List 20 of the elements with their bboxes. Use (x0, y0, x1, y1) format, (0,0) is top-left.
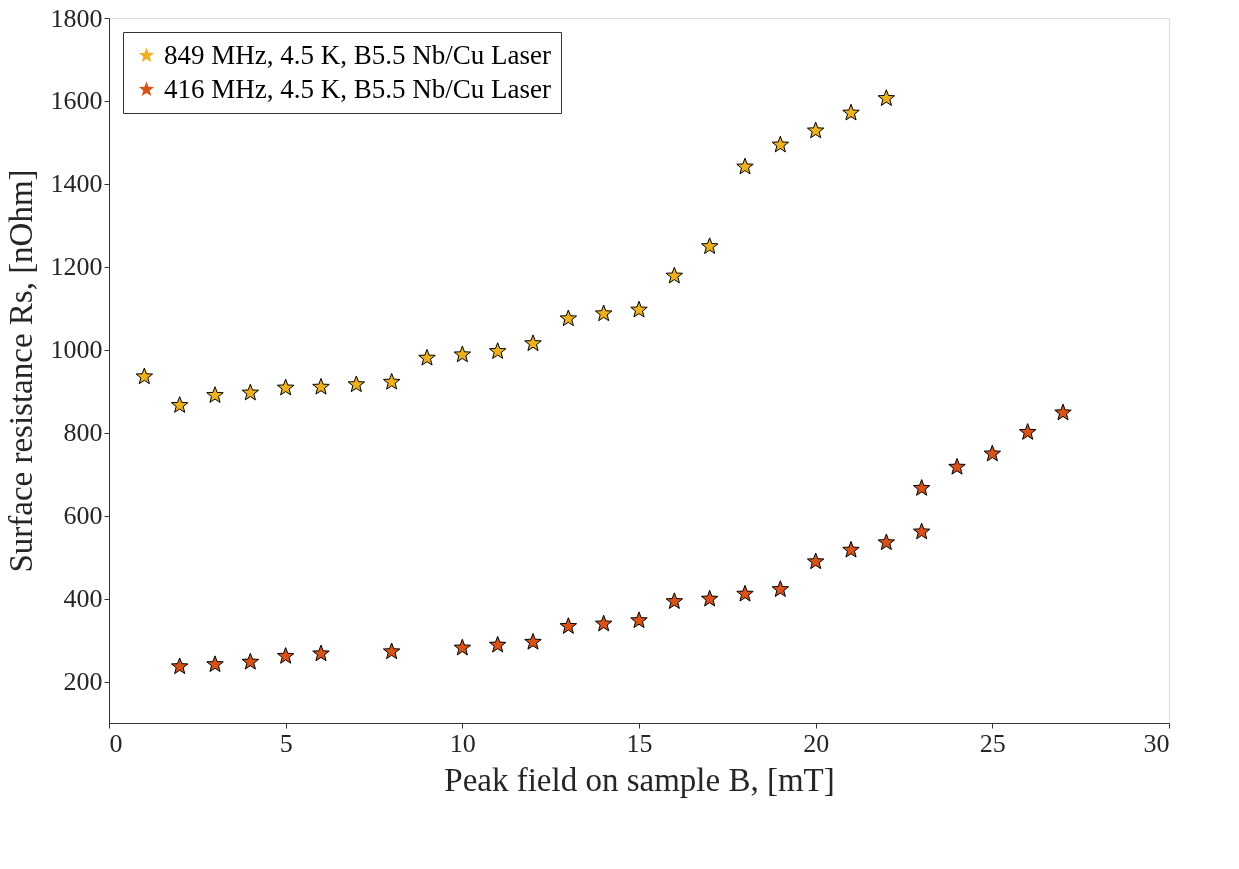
x-tick-label: 20 (803, 728, 830, 758)
x-tick-label: 10 (449, 728, 476, 758)
y-tick-label: 1800 (50, 3, 103, 33)
legend-label: 416 MHz, 4.5 K, B5.5 Nb/Cu Laser (164, 73, 551, 104)
x-tick-label: 30 (1143, 728, 1170, 758)
y-axis-title: Surface resistance Rs, [nOhm] (2, 169, 39, 573)
y-tick-label: 400 (63, 584, 103, 614)
x-tick-label: 5 (279, 728, 293, 758)
y-tick-label: 600 (63, 501, 103, 531)
y-tick-label: 1000 (50, 335, 103, 365)
x-tick-label: 0 (109, 728, 123, 758)
y-tick-label: 200 (63, 667, 103, 697)
y-tick-label: 1600 (50, 86, 103, 116)
x-tick-label: 15 (626, 728, 653, 758)
legend-label: 849 MHz, 4.5 K, B5.5 Nb/Cu Laser (164, 39, 551, 70)
y-tick-label: 800 (63, 418, 103, 448)
y-tick-label: 1200 (50, 252, 103, 282)
x-axis-title: Peak field on sample B, [mT] (444, 761, 835, 798)
x-tick-label: 25 (979, 728, 1006, 758)
y-tick-label: 1400 (50, 169, 103, 199)
